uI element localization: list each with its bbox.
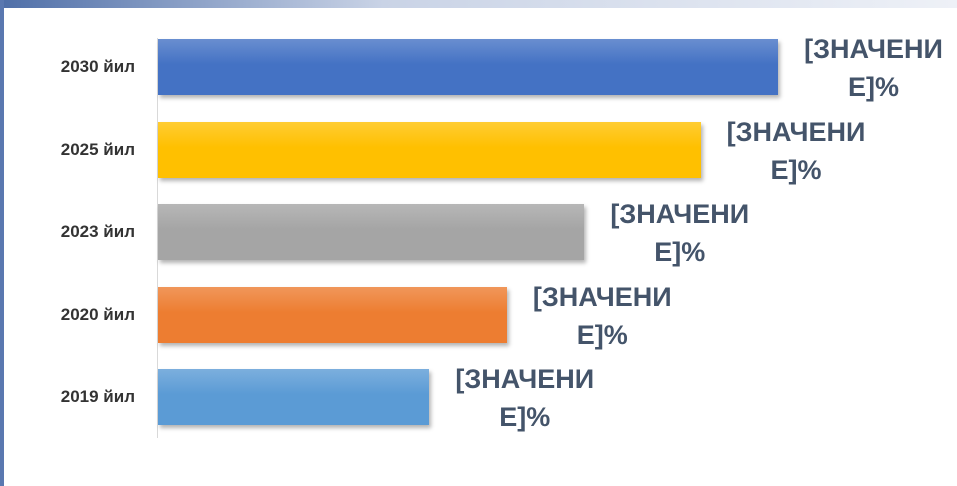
y-tick-label: 2030 йил <box>60 57 135 76</box>
left-border <box>0 0 4 486</box>
data-label: [ЗНАЧЕНИЕ]% <box>726 116 866 185</box>
y-tick-label: 2019 йил <box>60 387 135 406</box>
y-tick-label: 2020 йил <box>60 304 135 324</box>
category-axis <box>157 38 158 438</box>
data-label: [ЗНАЧЕНИЕ]% <box>532 281 672 350</box>
bar <box>158 369 430 425</box>
bar <box>158 121 701 178</box>
data-label: [ЗНАЧЕНИЕ]% <box>610 199 750 267</box>
data-label: [ЗНАЧЕНИЕ]% <box>804 34 943 102</box>
top-border <box>0 0 957 8</box>
y-tick-label: 2023 йил <box>60 222 135 241</box>
bar <box>158 204 585 260</box>
y-tick-label: 2025 йил <box>60 139 135 159</box>
bar <box>158 39 778 95</box>
data-label: [ЗНАЧЕНИЕ]% <box>455 364 595 432</box>
bar <box>158 286 507 343</box>
